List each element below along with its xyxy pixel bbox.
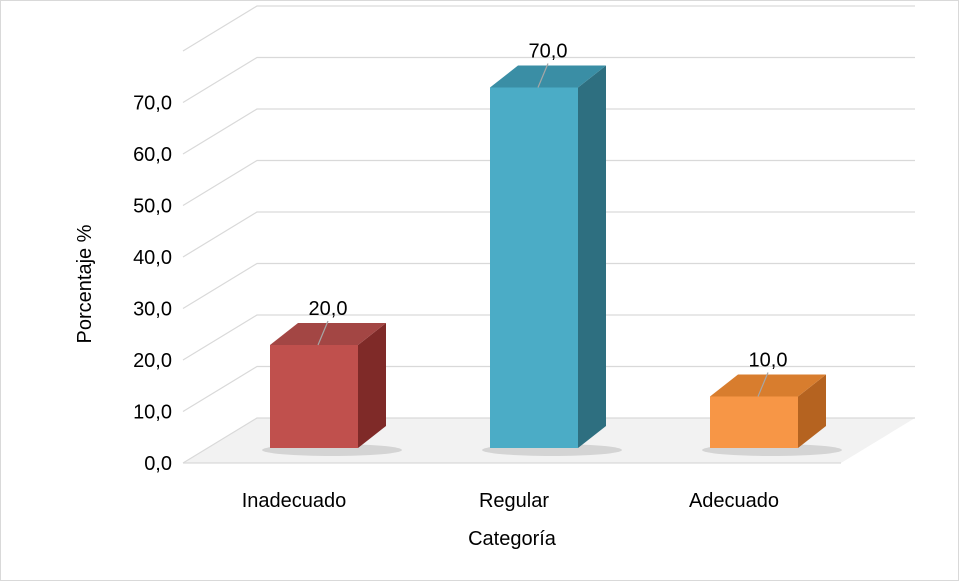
bar-top: [490, 65, 606, 88]
y-axis-ticks: 0,0 10,0 20,0 30,0 40,0 50,0 60,0 70,0: [133, 93, 172, 476]
bar-top: [710, 374, 826, 397]
bar-side: [798, 374, 826, 448]
gridline: [182, 5, 915, 52]
bar-side: [358, 323, 386, 448]
y-axis-title: Porcentaje %: [74, 224, 96, 343]
bar-front: [490, 87, 578, 448]
gridline: [182, 365, 915, 413]
x-tick-label: Adecuado: [689, 490, 779, 512]
gridline: [182, 56, 915, 104]
x-tick-label: Inadecuado: [242, 490, 347, 512]
gridline: [182, 211, 915, 258]
y-tick-label: 20,0: [133, 350, 172, 372]
data-label: 70,0: [529, 41, 568, 63]
data-label: 10,0: [749, 350, 788, 372]
gridline: [182, 108, 915, 155]
gridline: [182, 417, 915, 464]
data-label-leader: [537, 63, 549, 88]
y-tick-label: 0,0: [144, 453, 172, 475]
y-tick-label: 10,0: [133, 402, 172, 424]
x-axis-ticks: Inadecuado Regular Adecuado: [242, 490, 779, 512]
data-label: 20,0: [309, 298, 348, 320]
y-tick-label: 60,0: [133, 144, 172, 166]
data-label-leader: [317, 320, 329, 346]
bar-front: [710, 396, 798, 448]
bars: [262, 65, 842, 456]
bar-front: [270, 345, 358, 448]
y-tick-label: 70,0: [133, 93, 172, 115]
x-axis-title: Categoría: [468, 528, 557, 550]
y-tick-label: 50,0: [133, 196, 172, 218]
gridline: [182, 314, 915, 361]
bar-top: [270, 323, 386, 345]
bar-side: [578, 65, 606, 448]
y-tick-label: 30,0: [133, 299, 172, 321]
gridline: [182, 262, 915, 310]
data-labels: 20,0 70,0 10,0: [309, 41, 788, 397]
x-tick-label: Regular: [479, 490, 549, 512]
y-tick-label: 40,0: [133, 247, 172, 269]
data-label-leader: [757, 372, 769, 397]
gridline: [182, 159, 915, 207]
